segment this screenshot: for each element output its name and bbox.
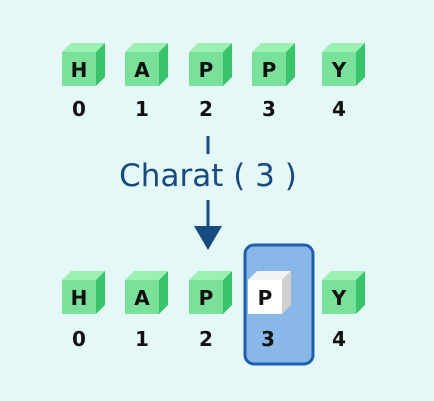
cube-side-face <box>356 271 365 314</box>
char-cube-3: P <box>252 43 295 86</box>
cube-side-face <box>159 43 168 86</box>
char-index: 2 <box>199 327 213 351</box>
char-cube-1: A <box>125 43 168 86</box>
char-letter: Y <box>331 58 347 82</box>
cube-top-face <box>189 271 232 280</box>
cube-side-face <box>96 271 105 314</box>
char-index: 3 <box>261 327 275 351</box>
cube-front-face <box>322 52 356 86</box>
cube-top-face <box>189 43 232 52</box>
cube-top-face <box>125 43 168 52</box>
char-cube-0: H <box>62 271 105 314</box>
char-index: 0 <box>72 97 86 121</box>
char-index: 0 <box>72 327 86 351</box>
char-index: 1 <box>135 97 149 121</box>
char-letter: A <box>134 286 150 310</box>
cube-side-face <box>286 43 295 86</box>
char-index: 3 <box>262 97 276 121</box>
char-letter: P <box>199 58 214 82</box>
cube-side-face <box>96 43 105 86</box>
cube-top-face <box>252 43 295 52</box>
char-index: 4 <box>332 327 346 351</box>
char-cube-4: Y <box>322 271 365 314</box>
cube-side-face <box>223 271 232 314</box>
operation-label: Charat ( 3 ) <box>119 158 297 194</box>
cube-top-face <box>62 43 105 52</box>
cube-top-face <box>248 271 291 280</box>
cube-front-face <box>62 280 96 314</box>
char-letter: A <box>134 58 150 82</box>
char-letter: Y <box>331 286 347 310</box>
char-letter: P <box>258 286 273 310</box>
cube-side-face <box>356 43 365 86</box>
cube-top-face <box>125 271 168 280</box>
cube-front-face <box>322 280 356 314</box>
char-index: 1 <box>135 327 149 351</box>
char-cube-3: P <box>248 271 291 314</box>
char-letter: P <box>262 58 277 82</box>
char-cube-2: P <box>189 43 232 86</box>
char-index: 2 <box>199 97 213 121</box>
top-row: H 0 A 1 P 2 P 3 Y 4 <box>62 43 365 121</box>
cube-front-face <box>252 52 286 86</box>
char-index: 4 <box>332 97 346 121</box>
char-letter: H <box>71 58 88 82</box>
char-letter: P <box>199 286 214 310</box>
char-cube-0: H <box>62 43 105 86</box>
cube-side-face <box>159 271 168 314</box>
char-cube-1: A <box>125 271 168 314</box>
cube-front-face <box>189 280 223 314</box>
cube-front-face <box>62 52 96 86</box>
arrow-down-icon <box>194 226 222 250</box>
char-letter: H <box>71 286 88 310</box>
cube-front-face <box>125 280 159 314</box>
cube-top-face <box>322 43 365 52</box>
bottom-row: H 0 A 1 P 2 P 3 Y 4 <box>62 271 365 351</box>
cube-front-face <box>189 52 223 86</box>
char-cube-2: P <box>189 271 232 314</box>
cube-front-face <box>248 280 282 314</box>
cube-top-face <box>322 271 365 280</box>
cube-top-face <box>62 271 105 280</box>
cube-side-face <box>223 43 232 86</box>
cube-side-face <box>282 271 291 314</box>
cube-front-face <box>125 52 159 86</box>
char-cube-4: Y <box>322 43 365 86</box>
